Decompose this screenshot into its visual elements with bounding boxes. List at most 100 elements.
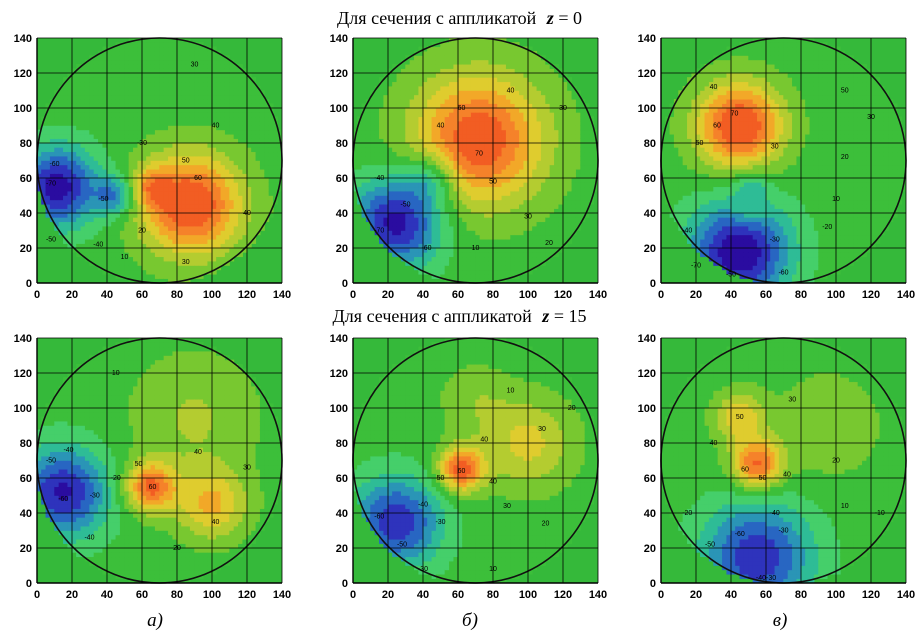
contour-cell [211,85,217,91]
contour-cell [203,134,208,139]
contour-cell [67,160,73,166]
contour-cell [427,199,433,205]
contour-cell [273,177,278,183]
contour-cell [492,252,498,258]
contour-cell [484,138,489,144]
contour-cell [63,77,68,83]
contour-cell [84,243,90,249]
contour-cell [238,125,243,131]
contour-cell [259,142,265,148]
contour-cell [449,274,454,279]
contour-cell [45,173,51,179]
contour-cell [102,68,108,74]
contour-cell [527,151,533,157]
contour-cell [54,186,60,192]
contour-cell [492,59,498,65]
contour-cell [246,225,252,231]
contour-cell [185,256,191,262]
contour-cell [115,221,121,227]
contour-cell [102,247,108,253]
contour-cell [422,129,428,135]
contour-cell [532,103,538,109]
contour-cell [383,177,389,183]
contour-cell [479,99,485,104]
contour-cell [405,190,411,196]
contour-cell [264,160,270,166]
contour-cell [523,85,529,91]
contour-cell [119,107,125,113]
contour-cell [501,204,507,209]
contour-cell [488,81,494,87]
contour-cell [554,72,559,78]
contour-cell [150,195,156,201]
contour-cell [259,212,265,218]
contour-cell [54,212,60,218]
contour-cell [185,190,191,196]
contour-cell [185,195,191,201]
contour-cell [124,160,130,166]
contour-cell [562,90,568,96]
contour-cell [146,99,152,104]
contour-cell [220,260,226,266]
contour-cell [400,77,406,83]
contour-cell [76,243,82,249]
contour-cell [255,112,261,118]
contour-cell [102,116,108,122]
contour-cell [259,134,265,139]
contour-cell [527,256,533,262]
contour-cell [492,234,498,240]
contour-cell [133,239,138,244]
contour-cell [558,142,564,148]
contour-cell [505,50,511,56]
contour-cell [133,247,138,253]
contour-cell [216,99,222,104]
contour-cell [409,125,415,131]
contour-cell [470,55,476,61]
contour-cell [194,173,200,179]
contour-cell [71,164,77,170]
contour-cell [168,260,173,266]
contour-cell [523,94,529,100]
contour-cell [163,225,169,231]
contour-cell [203,50,208,56]
contour-cell [488,199,494,205]
contour-cell [233,225,239,231]
contour-cell [242,225,248,231]
contour-cell [453,112,459,118]
contour-cell [479,190,485,196]
contour-cell [484,107,489,113]
contour-cell [264,134,270,139]
contour-cell [58,164,64,170]
contour-cell [453,164,459,170]
contour-cell [501,160,507,166]
contour-cell [501,72,507,78]
contour-cell [37,147,42,153]
contour-cell [251,239,257,244]
contour-cell [63,120,68,126]
contour-cell [229,212,235,218]
contour-cell [409,230,415,236]
contour-cell [370,134,376,139]
contour-cell [207,81,213,87]
contour-cell [133,103,138,109]
contour-cell [93,151,99,157]
contour-cell [457,99,463,104]
contour-cell [558,177,564,183]
contour-cell [141,55,147,61]
contour-cell [119,103,125,109]
contour-cell [554,64,559,69]
contour-cell [514,99,520,104]
contour-cell [554,99,559,104]
contour-cell [238,190,243,196]
contour-cell [84,116,90,122]
contour-cell [383,208,389,214]
contour-cell [558,72,564,78]
contour-cell [220,217,226,223]
contour-cell [470,269,476,275]
contour-cell [98,199,103,205]
contour-cell [383,234,389,240]
contour-cell [63,155,68,161]
contour-cell [163,164,169,170]
contour-cell [229,208,235,214]
contour-cell [545,217,551,223]
